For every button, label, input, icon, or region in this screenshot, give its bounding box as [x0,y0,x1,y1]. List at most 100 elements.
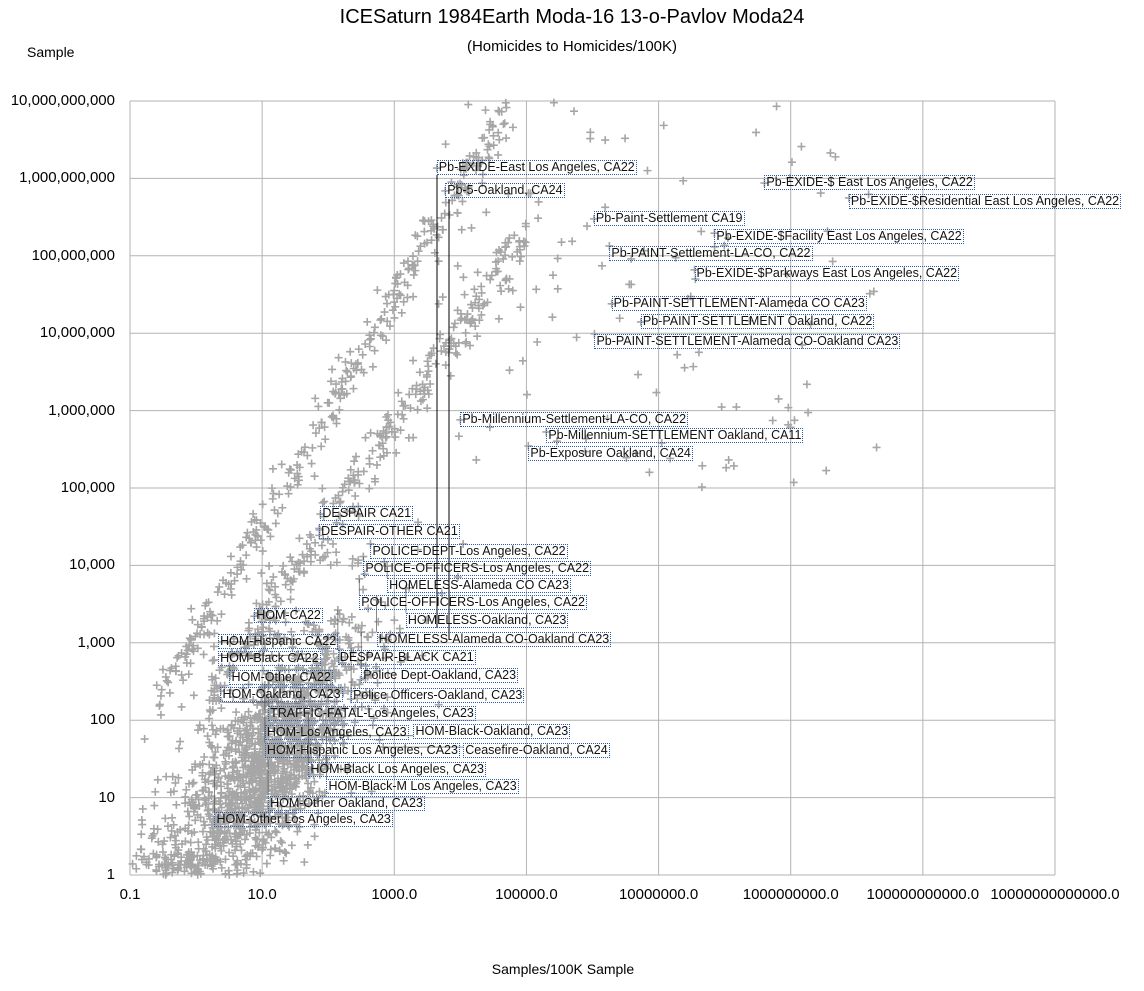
data-point [353,358,362,367]
data-point [281,788,290,797]
data-point [354,556,363,565]
data-point [304,691,313,700]
data-point [453,573,462,582]
data-point [154,837,163,846]
data-point [296,754,305,763]
data-point [234,774,243,783]
data-point [289,682,298,691]
data-point-label: Pb-PAINT-SETTLEMENT Oakland, CA22 [640,313,875,329]
data-point [414,247,423,256]
data-point [206,827,215,836]
data-point [418,395,427,404]
data-point [383,669,392,678]
data-point [245,785,254,794]
data-point [518,356,527,365]
data-point [320,497,329,506]
data-point [171,662,180,671]
data-point [275,847,284,856]
data-point [266,798,275,807]
data-point [267,833,276,842]
data-point-label: Pb-Paint-Settlement CA19 [593,210,745,226]
data-point [217,610,226,619]
data-point [516,252,525,261]
data-point [355,680,364,689]
data-point [409,433,418,442]
data-point-label: HOM-Hispanic Los Angeles, CA23 [264,742,460,758]
data-point [363,317,372,326]
data-point [176,737,185,746]
data-point [282,849,291,858]
data-point [449,323,458,332]
data-point [289,759,298,768]
data-point [508,123,517,132]
data-point [328,539,337,548]
data-point-label: DESPAIR-BLACK CA21 [337,650,476,666]
data-point [223,779,232,788]
data-point [310,832,319,841]
data-point [359,585,368,594]
data-point [259,836,268,845]
data-point [262,859,271,868]
data-point [274,790,283,799]
data-point [394,388,403,397]
data-point [211,855,220,864]
data-point [802,380,811,389]
data-point [271,752,280,761]
data-point [242,860,251,869]
data-point [239,869,248,878]
data-point [826,148,835,157]
data-point [383,299,392,308]
data-point [224,795,233,804]
data-point [246,714,255,723]
data-point [199,817,208,826]
data-point [257,766,266,775]
data-point-label: HOM-Black-M Los Angeles, CA23 [326,779,519,795]
data-point [283,821,292,830]
data-point [680,363,689,372]
data-point [281,580,290,589]
y-tick-label: 1 [106,866,115,883]
data-point [300,696,309,705]
data-point [370,346,379,355]
data-point [314,703,323,712]
data-point [399,259,408,268]
data-point [209,642,218,651]
data-point [520,242,529,251]
data-point [189,778,198,787]
data-point [240,787,249,796]
data-point [365,459,374,468]
data-point [338,720,347,729]
data-point [189,691,198,700]
data-point [246,762,255,771]
data-point [155,700,164,709]
data-point [290,703,299,712]
data-point [330,704,339,713]
data-point [334,705,343,714]
data-point [346,347,355,356]
data-point [208,656,217,665]
data-point [194,795,203,804]
data-point [342,366,351,375]
data-point [572,333,581,342]
data-point [254,793,263,802]
data-point [287,771,296,780]
data-point [193,726,202,735]
data-point [208,860,217,869]
data-point [381,601,390,610]
data-point [198,827,207,836]
data-point [202,833,211,842]
data-point [220,764,229,773]
data-point [294,800,303,809]
data-point [156,710,165,719]
data-point [303,840,312,849]
data-point [208,725,217,734]
data-point [336,764,345,773]
data-point-label: Ceasefire-Oakland, CA24 [463,743,610,759]
data-point [205,714,214,723]
data-point [152,850,161,859]
data-point [481,106,490,115]
data-point [340,719,349,728]
data-point [477,282,486,291]
data-point [308,443,317,452]
data-point [271,827,280,836]
